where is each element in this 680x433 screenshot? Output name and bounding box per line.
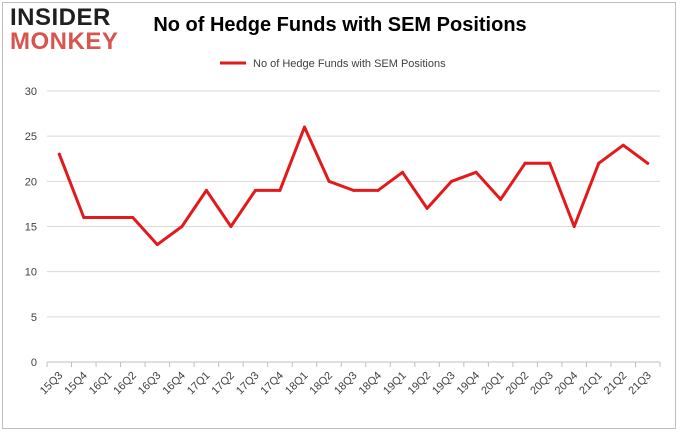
x-tick-label: 18Q4 xyxy=(357,370,385,398)
data-point xyxy=(499,197,503,201)
data-point xyxy=(278,188,282,192)
x-tick-label: 18Q3 xyxy=(332,370,360,398)
y-tick-label: 0 xyxy=(31,357,37,369)
data-point xyxy=(302,125,306,129)
x-tick-label: 19Q3 xyxy=(430,370,458,398)
x-tick-label: 19Q1 xyxy=(381,370,409,398)
data-point xyxy=(450,179,454,183)
data-point xyxy=(229,225,233,228)
legend-label: No of Hedge Funds with SEM Positions xyxy=(253,58,446,70)
x-tick-label: 17Q4 xyxy=(259,370,287,398)
data-point xyxy=(253,188,257,192)
data-point xyxy=(376,188,380,192)
insider-monkey-logo: INSIDER MONKEY xyxy=(10,6,130,56)
y-tick-label: 10 xyxy=(25,267,37,279)
x-tick-label: 17Q3 xyxy=(234,370,262,398)
data-point xyxy=(106,215,110,219)
x-tick-label: 20Q3 xyxy=(528,370,556,398)
data-point xyxy=(572,225,576,228)
x-tick-label: 20Q2 xyxy=(504,370,532,398)
x-tick-label: 17Q1 xyxy=(185,370,213,398)
y-tick-label: 20 xyxy=(25,176,37,188)
x-tick-label: 17Q2 xyxy=(209,370,237,398)
x-tick-label: 20Q4 xyxy=(553,370,581,398)
logo-line-2: MONKEY xyxy=(10,28,119,55)
chart-frame xyxy=(2,2,676,429)
x-tick-label: 21Q3 xyxy=(626,370,654,398)
data-point xyxy=(82,215,86,219)
logo-line-1: INSIDER xyxy=(10,4,111,31)
data-point xyxy=(204,188,208,192)
y-tick-label: 25 xyxy=(25,131,37,143)
data-point xyxy=(155,243,159,247)
x-tick-label: 15Q4 xyxy=(62,370,90,398)
data-point xyxy=(548,161,552,165)
x-tick-label: 19Q4 xyxy=(455,370,483,398)
x-tick-label: 18Q2 xyxy=(308,370,336,398)
data-point xyxy=(597,161,601,165)
data-point xyxy=(646,161,650,165)
data-point xyxy=(621,143,625,147)
x-tick-label: 20Q1 xyxy=(479,370,507,398)
x-tick-label: 16Q4 xyxy=(160,370,188,398)
x-tick-label: 16Q3 xyxy=(136,370,164,398)
x-tick-label: 21Q1 xyxy=(577,370,605,398)
data-point xyxy=(131,215,135,219)
x-tick-label: 21Q2 xyxy=(602,370,630,398)
data-point xyxy=(425,206,429,210)
x-tick-label: 15Q3 xyxy=(38,370,66,398)
data-point xyxy=(327,179,331,183)
y-tick-label: 30 xyxy=(25,86,37,98)
y-tick-label: 15 xyxy=(25,222,37,234)
x-tick-label: 19Q2 xyxy=(406,370,434,398)
data-point xyxy=(57,152,61,156)
x-tick-label: 16Q1 xyxy=(87,370,115,398)
data-point xyxy=(523,161,527,165)
x-tick-label: 16Q2 xyxy=(111,370,139,398)
chart-title: No of Hedge Funds with SEM Positions xyxy=(153,14,527,36)
data-point xyxy=(474,170,478,174)
x-tick-label: 18Q1 xyxy=(283,370,311,398)
data-point xyxy=(352,188,355,192)
data-point xyxy=(180,225,184,228)
y-tick-label: 5 xyxy=(31,312,37,324)
data-point xyxy=(401,170,405,174)
